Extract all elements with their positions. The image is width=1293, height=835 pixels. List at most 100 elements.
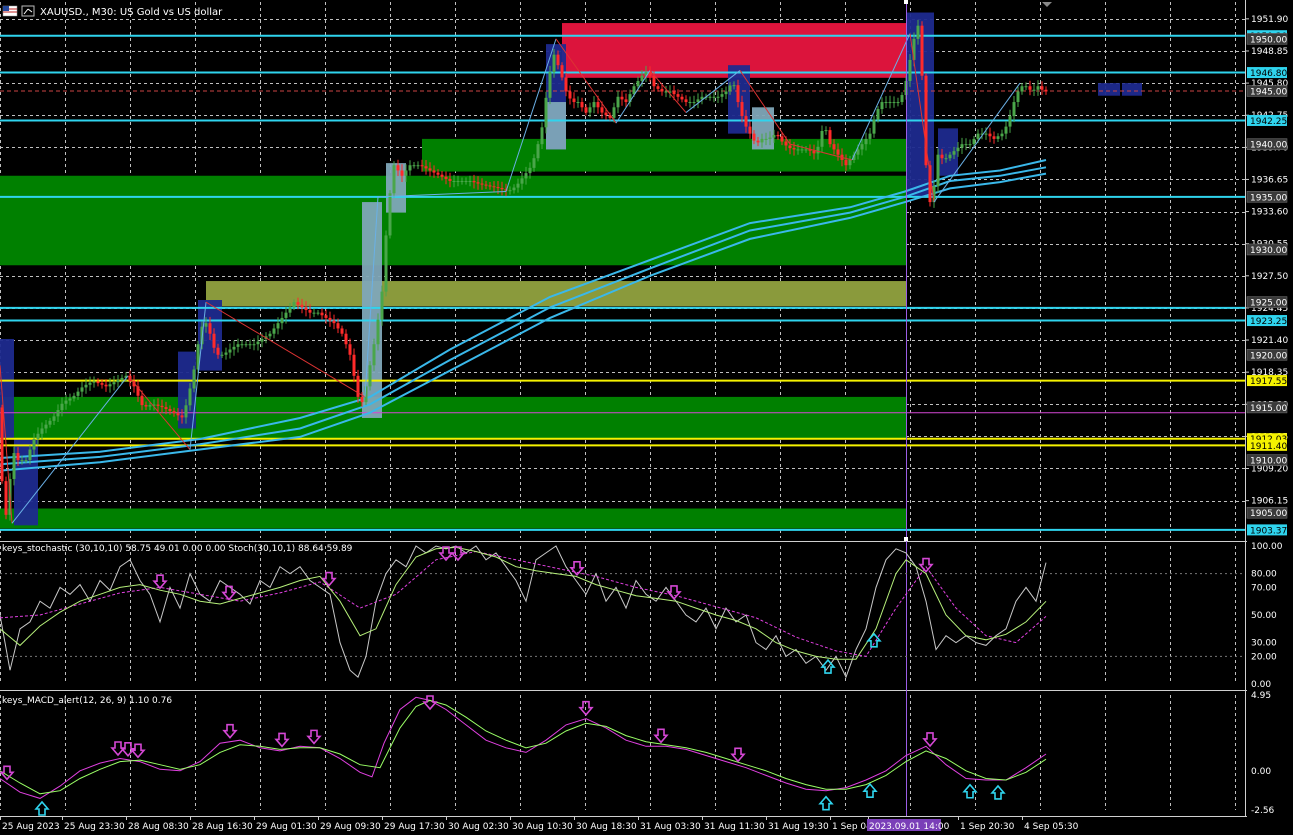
candle-body (960, 144, 964, 148)
candle-body (392, 165, 396, 194)
zigzag-segment (0, 365, 13, 524)
candle-body (908, 59, 912, 81)
candle-body (244, 344, 248, 346)
candle-body (32, 439, 36, 450)
candle-body (508, 190, 512, 192)
candle-body (664, 91, 668, 93)
time-tick-label: 25 Aug 23:30 (64, 822, 125, 832)
macd-tick-label: 0.00 (1251, 767, 1271, 777)
candle-body (648, 72, 652, 76)
candle-body (356, 375, 360, 397)
candle-body (988, 133, 992, 137)
candle-body (304, 307, 308, 311)
price-tick-label: 1906.15 (1251, 497, 1288, 507)
candle-body (268, 333, 272, 337)
candle-body (776, 134, 780, 137)
candle-body (540, 127, 544, 145)
candle-body (912, 38, 916, 60)
zigzag-segment (11, 375, 129, 524)
chart-title: XAUUSD., M30: US Gold vs US dollar (40, 7, 223, 18)
time-tick-label: 31 Aug 11:30 (704, 822, 765, 832)
macd-tick-label: -2.56 (1251, 806, 1275, 816)
candle-body (1036, 86, 1040, 90)
candle-body (140, 395, 144, 406)
candle-body (460, 181, 464, 183)
candle-body (744, 116, 748, 127)
candle-body (280, 317, 284, 324)
candle-body (220, 354, 224, 356)
candle-body (172, 411, 176, 414)
candle-body (1032, 89, 1036, 91)
zone-rect (0, 396, 906, 440)
candle-body (736, 85, 740, 103)
pattern-box (752, 107, 774, 150)
candle-body (640, 75, 644, 81)
candle-body (868, 133, 872, 139)
candle-body (596, 102, 600, 108)
macd-title: keys_MACD_alert(12, 26, 9) 1.10 0.76 (2, 696, 172, 706)
zigzag-segment (377, 191, 507, 198)
chart-header: XAUUSD., M30: US Gold vs US dollar (2, 2, 1052, 18)
candle-body (548, 72, 552, 98)
candle-body (408, 165, 412, 171)
price-tag-box (1246, 506, 1288, 519)
candle-body (216, 347, 220, 355)
candle-body (492, 186, 496, 188)
zigzag-segment (127, 375, 191, 450)
candle-body (400, 170, 404, 176)
pattern-box (362, 202, 382, 418)
zone-rect (0, 175, 906, 266)
candle-body (72, 395, 76, 399)
candle-body (784, 141, 788, 146)
price-tag-box (1247, 439, 1287, 451)
zigzag-segment (649, 70, 687, 113)
candle-body (256, 341, 260, 345)
candle-body (852, 154, 856, 160)
candle-body (80, 387, 84, 392)
candle-body (148, 405, 152, 407)
candle-body (808, 149, 812, 151)
candle-body (680, 96, 684, 100)
candle-body (740, 102, 744, 117)
candle-body (488, 185, 492, 187)
stochastic-tick-label: 30.00 (1251, 639, 1277, 649)
time-tick-label: 31 Aug 19:30 (768, 822, 829, 832)
candle-body (568, 91, 572, 99)
price-tag-box (1247, 433, 1287, 445)
stochastic-panel (0, 545, 1245, 679)
candle-body (388, 193, 392, 236)
candle-body (440, 174, 444, 177)
chart-grid (0, 0, 1293, 817)
zigzag-segment (189, 302, 207, 450)
candle-body (364, 386, 368, 403)
crosshair-handle (904, 537, 908, 541)
price-tag-box (1246, 191, 1288, 203)
candle-body (208, 323, 212, 334)
time-tick-label: 4 Sep 05:30 (1024, 822, 1079, 832)
price-series (0, 19, 1048, 521)
candle-body (708, 96, 712, 98)
stochastic-tick-label: 0.00 (1251, 680, 1271, 690)
candle-body (156, 404, 160, 406)
chart-shift-marker-icon[interactable] (1042, 2, 1052, 7)
candle-body (252, 344, 256, 346)
candle-body (248, 344, 252, 346)
candle-body (196, 344, 200, 370)
candle-body (572, 98, 576, 103)
price-tick-label: 1918.35 (1251, 368, 1288, 378)
candle-body (432, 170, 436, 173)
time-tick-label: 30 Aug 18:30 (576, 822, 637, 832)
time-tick-label: 28 Aug 08:30 (128, 822, 189, 832)
price-tag-label: 1923.25 (1250, 317, 1287, 327)
candle-body (560, 65, 564, 78)
candle-body (412, 165, 416, 167)
price-tag-label: 1950.00 (1250, 35, 1287, 45)
candle-body (628, 94, 632, 103)
candle-body (404, 170, 408, 176)
arrow-down-icon (666, 585, 682, 601)
time-tick-label: 1 Sep 20:30 (960, 822, 1015, 832)
time-tick-label: 25 Aug 2023 (2, 822, 60, 832)
zigzag-line (0, 33, 1021, 524)
candle-body (308, 310, 312, 313)
